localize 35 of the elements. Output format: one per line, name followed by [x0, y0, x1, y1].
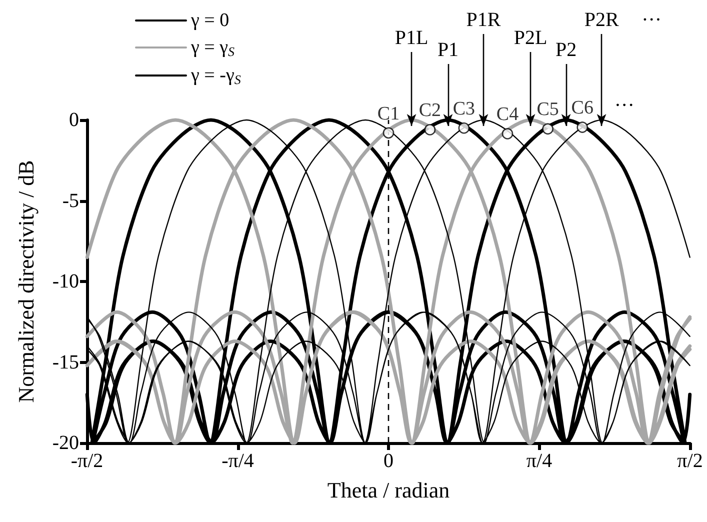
annotation: P1R: [466, 9, 502, 31]
x-tick-label: π/4: [526, 450, 552, 472]
text: ···: [614, 94, 634, 116]
point: [382, 127, 394, 139]
point: [478, 114, 488, 126]
x-tick-label: 0: [384, 450, 394, 472]
y-tick-label: 0: [69, 109, 79, 131]
point: [502, 128, 514, 140]
x-axis-title: Theta / radian: [327, 478, 450, 502]
point: [561, 114, 571, 126]
point: [458, 122, 470, 134]
annotation: P2R: [584, 9, 620, 31]
y-tick-label: -5: [62, 190, 79, 212]
data-label: C5: [536, 99, 559, 120]
legend-label: γ = 0: [190, 10, 230, 31]
point: [596, 114, 606, 126]
data-label: C4: [496, 104, 520, 126]
y-axis-title: Normalized directivity / dB: [14, 160, 38, 403]
point: [424, 124, 436, 136]
x-tick-label: -π/4: [222, 450, 254, 472]
point: [576, 122, 588, 133]
data-label: C1: [377, 103, 400, 124]
annotation: P1L: [394, 27, 428, 49]
y-tick-label: -15: [52, 351, 79, 374]
data-label: C3: [452, 98, 476, 120]
x-tick-label: π/2: [677, 450, 703, 472]
data-label: C6: [571, 98, 594, 119]
annotation: P2L: [514, 27, 548, 49]
y-tick-label: -10: [52, 270, 79, 292]
annotation: P2: [555, 39, 577, 61]
point: [443, 114, 453, 126]
point: [542, 123, 554, 135]
annotation: P1: [437, 39, 459, 61]
data-label: C2: [418, 100, 442, 122]
text: ···: [642, 9, 662, 31]
